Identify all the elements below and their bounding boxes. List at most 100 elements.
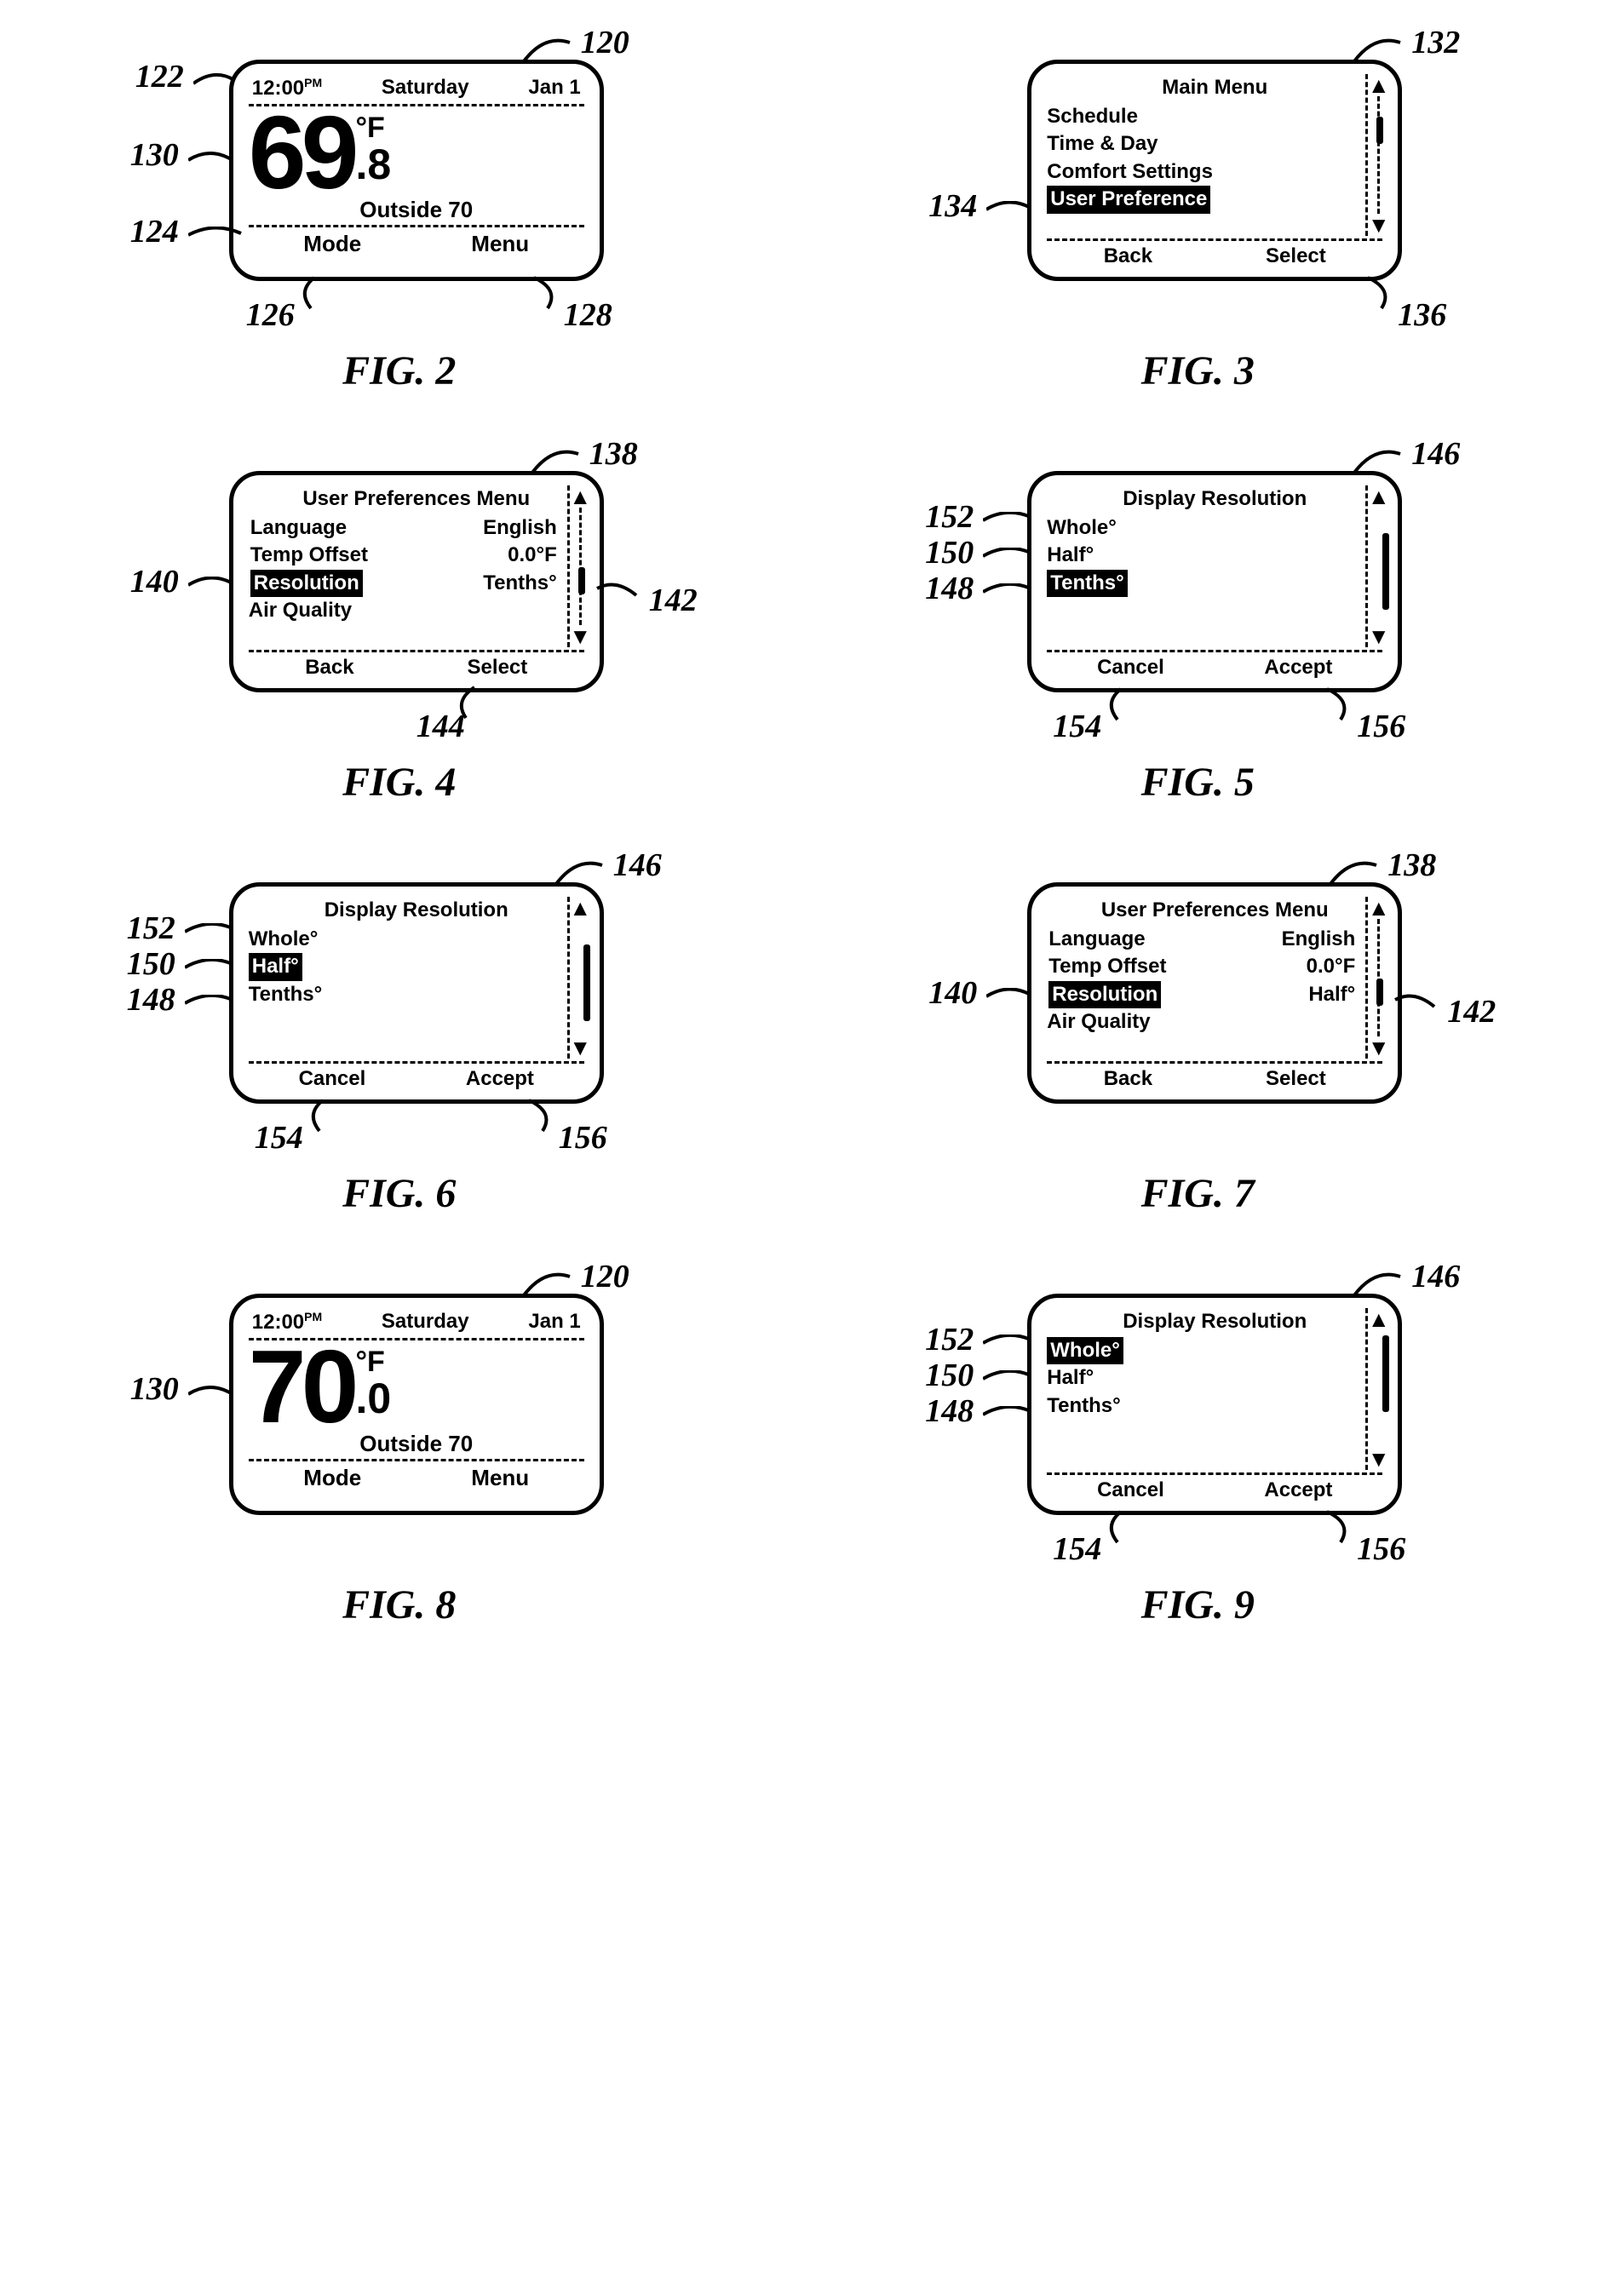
scroll-down-icon[interactable]: ▼ [1368, 214, 1390, 236]
display-resolution-screen: Display Resolution Whole° Half° Tenths° … [1027, 471, 1402, 692]
pref-language-label[interactable]: Language [250, 514, 347, 542]
back-button[interactable]: Back [305, 656, 353, 680]
accept-button[interactable]: Accept [466, 1067, 534, 1091]
user-prefs-screen: User Preferences Menu LanguageEnglish Te… [229, 471, 604, 692]
figure-7: User Preferences Menu LanguageEnglish Te… [850, 857, 1547, 1217]
callout-128: 128 [564, 296, 612, 334]
option-tenths-selected[interactable]: Tenths° [1047, 570, 1127, 597]
scrollbar[interactable]: ▲ ▼ [1365, 485, 1389, 647]
callout-150: 150 [925, 1357, 974, 1394]
callout-132: 132 [1411, 24, 1460, 61]
menu-title: Display Resolution [1047, 487, 1382, 511]
cancel-button[interactable]: Cancel [299, 1067, 366, 1091]
scrollbar[interactable]: ▲ ▼ [1365, 897, 1389, 1059]
callout-120: 120 [581, 24, 629, 61]
scrollbar[interactable]: ▲ ▼ [567, 897, 591, 1059]
menu-button[interactable]: Menu [471, 231, 529, 257]
option-tenths[interactable]: Tenths° [1047, 1392, 1357, 1420]
menu-title: Display Resolution [249, 898, 584, 922]
callout-156: 156 [559, 1119, 607, 1157]
menu-title: Display Resolution [1047, 1310, 1382, 1334]
pref-language-value: English [483, 514, 557, 542]
menu-item-selected[interactable]: User Preference [1047, 186, 1210, 213]
thermostat-home-screen: 12:00PM Saturday Jan 1 69 °F .8 Outside … [229, 60, 604, 281]
cancel-button[interactable]: Cancel [1097, 1478, 1164, 1502]
scroll-down-icon[interactable]: ▼ [569, 625, 591, 647]
menu-item[interactable]: Schedule [1047, 103, 1357, 130]
scroll-up-icon[interactable]: ▲ [1368, 897, 1390, 919]
scroll-down-icon[interactable]: ▼ [1368, 1448, 1390, 1470]
display-resolution-screen: Display Resolution Whole° Half° Tenths° … [229, 882, 604, 1104]
day: Saturday [382, 1310, 469, 1335]
option-tenths[interactable]: Tenths° [249, 981, 559, 1008]
scrollbar[interactable]: ▲ ▼ [1365, 1308, 1389, 1470]
back-button[interactable]: Back [1104, 244, 1152, 268]
scroll-up-icon[interactable]: ▲ [1368, 485, 1390, 508]
temperature-decimal: .8 [355, 140, 391, 189]
select-button[interactable]: Select [1266, 1067, 1326, 1091]
user-prefs-screen: User Preferences Menu LanguageEnglish Te… [1027, 882, 1402, 1104]
pref-language-label[interactable]: Language [1048, 926, 1145, 953]
figure-caption: FIG. 7 [1141, 1170, 1255, 1217]
scroll-up-icon[interactable]: ▲ [569, 897, 591, 919]
pref-tempoffset-value: 0.0°F [508, 542, 557, 569]
scroll-up-icon[interactable]: ▲ [1368, 74, 1390, 96]
option-half-selected[interactable]: Half° [249, 953, 302, 980]
date: Jan 1 [528, 76, 580, 100]
callout-154: 154 [1053, 708, 1101, 745]
day: Saturday [382, 76, 469, 100]
pref-tempoffset-label[interactable]: Temp Offset [250, 542, 368, 569]
pref-language-value: English [1282, 926, 1356, 953]
menu-item[interactable]: Time & Day [1047, 130, 1357, 158]
figure-caption: FIG. 3 [1141, 347, 1255, 394]
accept-button[interactable]: Accept [1264, 1478, 1332, 1502]
scroll-down-icon[interactable]: ▼ [1368, 625, 1390, 647]
callout-152: 152 [127, 910, 175, 947]
option-half[interactable]: Half° [1047, 1364, 1357, 1392]
callout-152: 152 [925, 1321, 974, 1358]
pref-tempoffset-label[interactable]: Temp Offset [1048, 953, 1166, 980]
callout-130: 130 [130, 136, 179, 174]
callout-148: 148 [127, 981, 175, 1019]
figure-caption: FIG. 2 [342, 347, 456, 394]
figure-2: 12:00PM Saturday Jan 1 69 °F .8 Outside … [51, 34, 748, 394]
menu-button[interactable]: Menu [471, 1465, 529, 1491]
select-button[interactable]: Select [1266, 244, 1326, 268]
scroll-down-icon[interactable]: ▼ [569, 1036, 591, 1059]
display-resolution-screen: Display Resolution Whole° Half° Tenths° … [1027, 1294, 1402, 1515]
scroll-up-icon[interactable]: ▲ [1368, 1308, 1390, 1330]
pref-resolution-label[interactable]: Resolution [250, 570, 363, 597]
callout-140: 140 [130, 563, 179, 600]
option-whole-selected[interactable]: Whole° [1047, 1337, 1123, 1364]
callout-146: 146 [613, 847, 662, 884]
pref-tempoffset-value: 0.0°F [1307, 953, 1356, 980]
option-whole[interactable]: Whole° [1047, 514, 1357, 542]
callout-142: 142 [1447, 993, 1496, 1030]
cancel-button[interactable]: Cancel [1097, 656, 1164, 680]
option-half[interactable]: Half° [1047, 542, 1357, 569]
select-button[interactable]: Select [468, 656, 528, 680]
figure-4: User Preferences Menu LanguageEnglish Te… [51, 445, 748, 806]
figure-caption: FIG. 9 [1141, 1581, 1255, 1628]
pref-airquality-label[interactable]: Air Quality [249, 597, 559, 624]
scroll-up-icon[interactable]: ▲ [569, 485, 591, 508]
main-menu-screen: Main Menu Schedule Time & Day Comfort Se… [1027, 60, 1402, 281]
back-button[interactable]: Back [1104, 1067, 1152, 1091]
pref-airquality-label[interactable]: Air Quality [1047, 1008, 1357, 1036]
accept-button[interactable]: Accept [1264, 656, 1332, 680]
callout-156: 156 [1357, 1530, 1405, 1568]
mode-button[interactable]: Mode [303, 231, 361, 257]
scrollbar[interactable]: ▲ ▼ [1365, 74, 1389, 236]
mode-button[interactable]: Mode [303, 1465, 361, 1491]
callout-126: 126 [246, 296, 295, 334]
scrollbar[interactable]: ▲ ▼ [567, 485, 591, 647]
callout-124: 124 [130, 213, 179, 250]
option-whole[interactable]: Whole° [249, 926, 559, 953]
scroll-down-icon[interactable]: ▼ [1368, 1036, 1390, 1059]
pref-resolution-value: Tenths° [483, 570, 556, 597]
callout-146: 146 [1411, 435, 1460, 473]
thermostat-home-screen: 12:00PM Saturday Jan 1 70 °F .0 Outside … [229, 1294, 604, 1515]
menu-item[interactable]: Comfort Settings [1047, 158, 1357, 186]
figure-6: Display Resolution Whole° Half° Tenths° … [51, 857, 748, 1217]
pref-resolution-label[interactable]: Resolution [1048, 981, 1161, 1008]
